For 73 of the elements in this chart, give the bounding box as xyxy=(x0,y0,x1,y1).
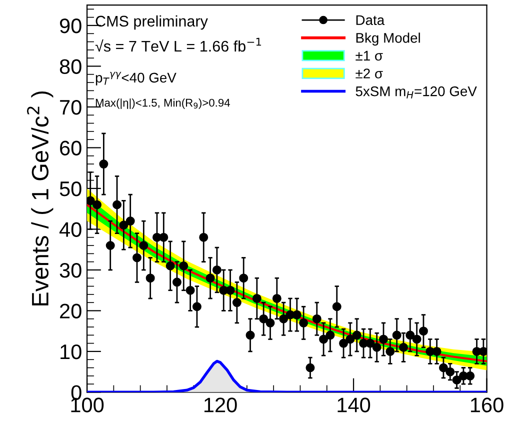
point xyxy=(252,294,262,303)
point xyxy=(246,330,255,340)
legend-label: Data xyxy=(356,15,385,26)
point xyxy=(446,367,455,376)
point xyxy=(172,278,182,287)
point xyxy=(352,330,362,340)
point xyxy=(106,241,115,250)
point xyxy=(212,265,222,274)
point xyxy=(92,200,102,210)
point xyxy=(386,346,395,356)
point xyxy=(398,342,408,352)
x-tick-label: 120 xyxy=(204,398,237,412)
y-tick-label: 80 xyxy=(60,59,82,74)
legend-label: 5xSM m$_{H}$=120 GeV xyxy=(356,86,477,98)
legend-label: ±1 σ xyxy=(356,50,383,61)
point xyxy=(232,298,242,308)
point xyxy=(192,302,202,312)
point xyxy=(112,200,122,210)
point xyxy=(332,302,342,312)
point xyxy=(239,274,248,283)
point xyxy=(319,334,328,344)
point xyxy=(326,330,335,340)
y-tick-label: 60 xyxy=(60,140,82,156)
point xyxy=(226,286,235,295)
point xyxy=(259,314,268,324)
point xyxy=(166,261,175,270)
point xyxy=(299,318,308,328)
point xyxy=(272,294,282,303)
point xyxy=(306,363,315,372)
point xyxy=(406,330,415,340)
y-axis-title: Events / ( 1 GeV/c$^{2}$ ) xyxy=(27,91,54,306)
point xyxy=(99,160,108,169)
point xyxy=(346,334,355,344)
y-tick-label: 70 xyxy=(60,100,82,115)
point xyxy=(418,326,428,336)
point xyxy=(279,314,288,324)
legend-label: Bkg Model xyxy=(356,32,420,46)
annotation: p$_{T}$$^{γγ}$<40 GeV xyxy=(96,72,176,86)
legend-label: ±2 σ xyxy=(356,68,383,78)
x-tick-label: 100 xyxy=(71,398,104,412)
point xyxy=(119,220,128,230)
point xyxy=(87,196,95,206)
point xyxy=(379,334,388,344)
point xyxy=(179,261,188,270)
point xyxy=(199,232,208,242)
x-tick-label: 160 xyxy=(470,398,504,412)
point xyxy=(139,241,148,250)
annotation: √s = 7 TeV L = 1.66 fb$^{−1}$ xyxy=(95,38,262,52)
point xyxy=(339,338,348,348)
point xyxy=(452,375,462,384)
point xyxy=(159,232,168,242)
point xyxy=(146,274,155,283)
point xyxy=(366,338,375,348)
point xyxy=(312,314,322,324)
point xyxy=(132,253,142,262)
y-tick-label: 90 xyxy=(60,18,82,34)
point xyxy=(392,330,402,340)
point xyxy=(466,371,475,380)
x-tick-label: 140 xyxy=(338,398,370,412)
y-tick-label: 20 xyxy=(60,304,82,318)
point xyxy=(126,216,135,226)
point xyxy=(206,274,215,283)
point xyxy=(186,286,195,295)
y-tick-label: 30 xyxy=(60,262,82,278)
point xyxy=(412,334,422,344)
annotation: CMS preliminary xyxy=(96,15,208,30)
point xyxy=(372,342,382,352)
y-tick-label: 10 xyxy=(60,344,82,360)
point xyxy=(266,318,275,328)
point xyxy=(438,363,448,372)
y-tick-label: 40 xyxy=(59,222,82,237)
annotation: Max(|η|)<1.5, Min(R$_{9}$)>0.94 xyxy=(96,98,230,109)
y-tick-label: 50 xyxy=(60,181,82,196)
